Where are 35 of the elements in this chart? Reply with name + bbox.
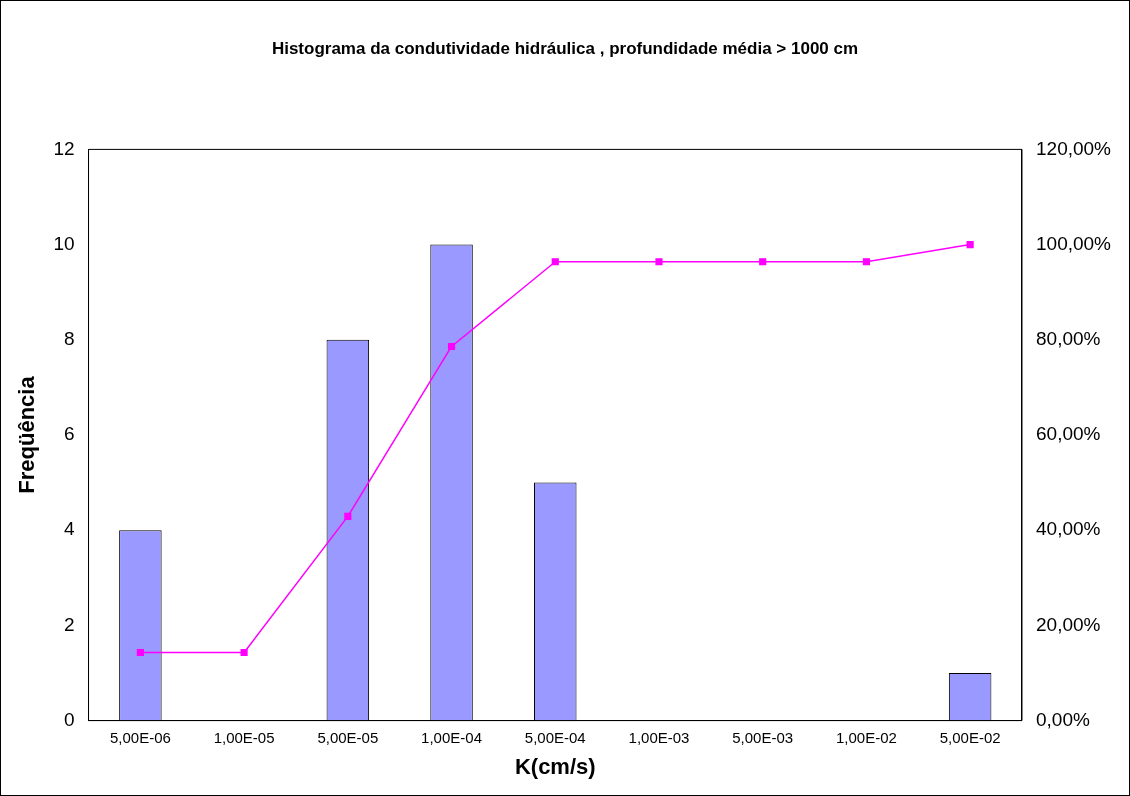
x-tick-label: 5,00E-04 [524,728,586,746]
x-tick-label: 5,00E-06 [109,728,171,746]
y2-tick-label: 120,00% [1035,137,1112,159]
y2-tick-label: 80,00% [1035,328,1101,350]
y2-tick-label: 0,00% [1035,708,1090,730]
point [655,258,663,266]
x-axis-title: K(cm/s) [514,753,596,779]
x-tick-label: 5,00E-03 [732,728,794,746]
y-tick-label: 12 [53,137,75,159]
point [966,241,974,249]
y-tick-label: 0 [63,708,75,730]
x-tick-label: 1,00E-05 [213,728,275,746]
point [240,648,248,657]
point [551,258,559,266]
x-tick-label: 5,00E-02 [939,728,1001,746]
x-tick-label: 1,00E-04 [421,728,482,746]
point [447,342,456,351]
point [344,512,352,520]
point [136,648,144,657]
point [759,258,767,266]
x-tick-label: 5,00E-05 [317,728,379,746]
y2-tick-label: 100,00% [1035,232,1112,254]
point [862,258,870,266]
y-tick-label: 10 [53,232,75,254]
y-tick-label: 6 [63,423,75,445]
y-tick-label: 8 [63,328,75,350]
x-tick-label: 1,00E-02 [835,728,897,746]
y-tick-label: 4 [63,518,75,540]
y2-tick-label: 60,00% [1035,423,1101,445]
y2-tick-label: 20,00% [1035,613,1101,635]
chart-title: Histograma da condutividade hidráulica , profundidade média > 1000 cm [271,38,859,58]
y-axis-title: Freqüência [14,375,40,494]
y2-tick-label: 40,00% [1035,518,1101,540]
x-tick-label: 1,00E-03 [628,728,690,746]
y-tick-label: 2 [63,613,75,635]
